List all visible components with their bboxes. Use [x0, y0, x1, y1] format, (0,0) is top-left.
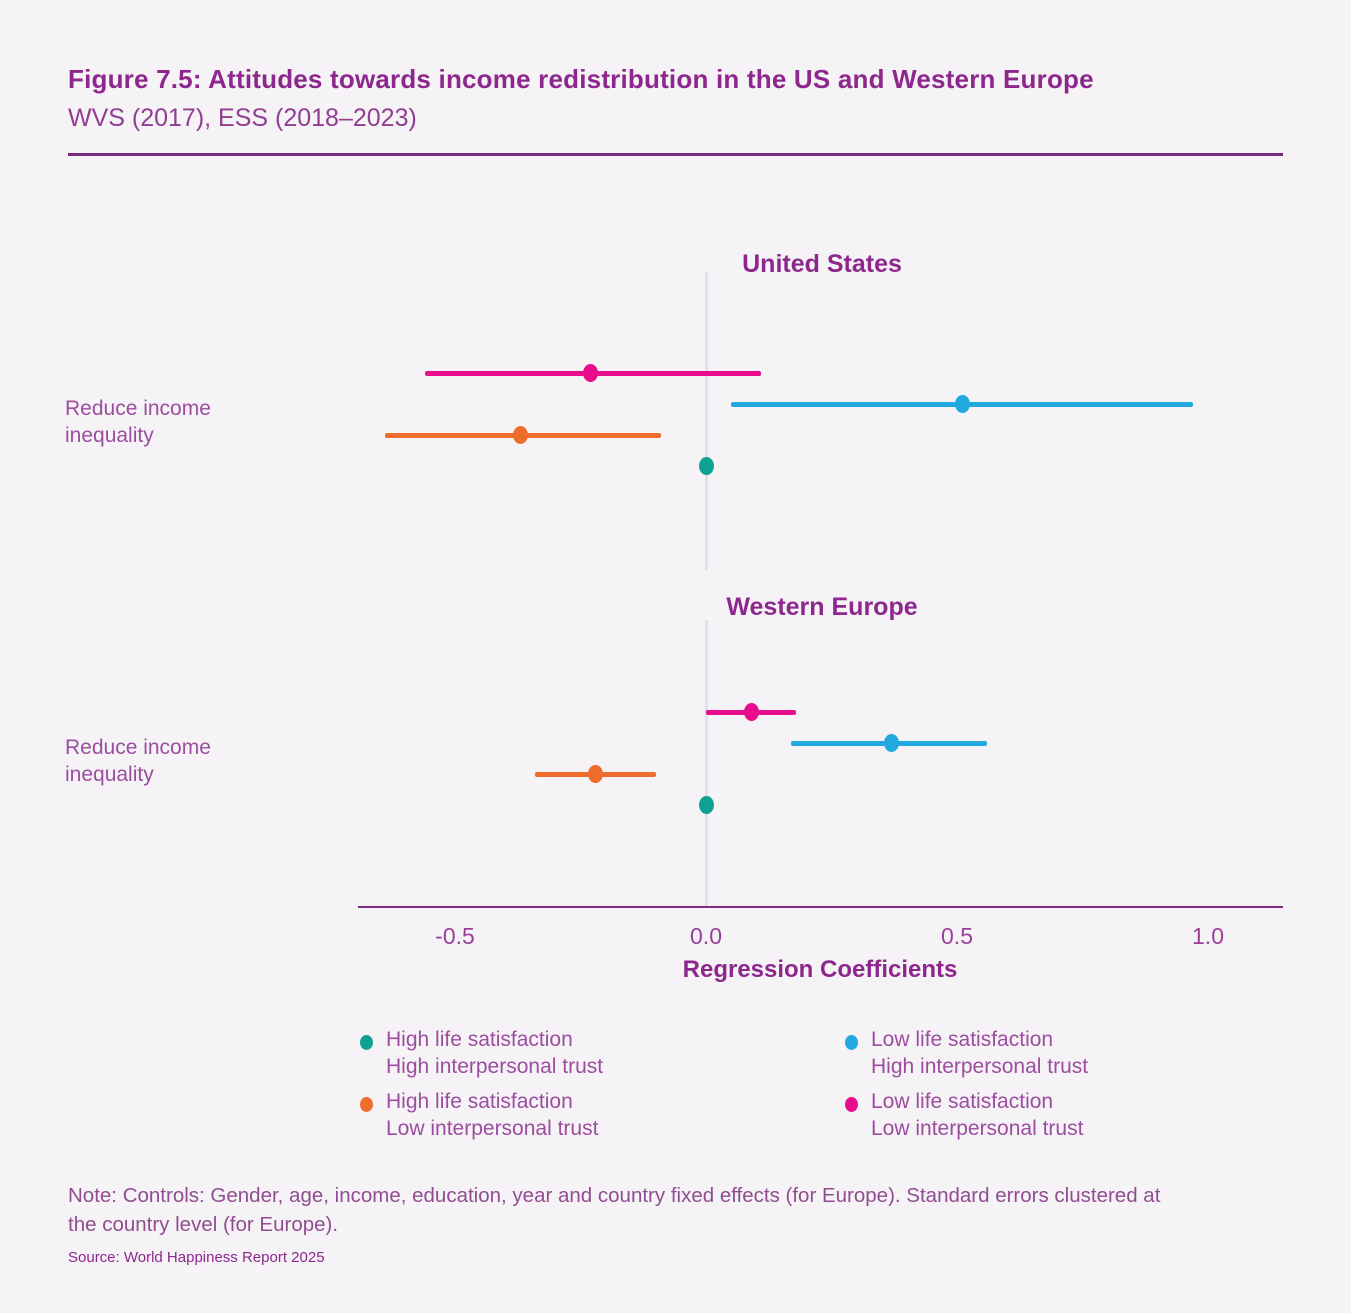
header-divider: [68, 153, 1283, 156]
panel-title-united-states: United States: [742, 250, 902, 278]
legend-label-line2: Low interpersonal trust: [871, 1116, 1084, 1140]
legend-label-line1: Low life satisfaction: [871, 1028, 1054, 1051]
x-axis-title: Regression Coefficients: [682, 956, 958, 983]
legend-label: High life satisfaction High interpersonal…: [386, 1027, 780, 1080]
x-tick-label: 0.0: [690, 923, 722, 949]
legend-item-pink: Low life satisfaction Low interpersonal t…: [845, 1089, 1265, 1142]
legend-label-line2: High interpersonal trust: [386, 1054, 604, 1078]
x-axis-line: [358, 906, 1283, 908]
legend-marker-blue-icon: [845, 1035, 858, 1050]
legend-marker-teal-icon: [360, 1035, 373, 1050]
point-estimate-united-states-pink: [583, 364, 599, 382]
point-estimate-united-states-teal: [698, 457, 714, 475]
category-label-united-states: Reduce income inequality: [65, 395, 305, 449]
source-text: Source: World Happiness Report 2025: [68, 1249, 325, 1266]
x-tick-label: 1.0: [1192, 923, 1224, 949]
legend-marker-pink-icon: [845, 1097, 858, 1112]
legend-label-line2: Low interpersonal trust: [386, 1116, 599, 1140]
figure-subtitle: WVS (2017), ESS (2018–2023): [68, 104, 417, 132]
category-label-line: Reduce income: [65, 736, 211, 759]
legend-label: High life satisfaction Low interpersonal …: [386, 1089, 780, 1142]
legend-label: Low life satisfaction Low interpersonal t…: [871, 1089, 1265, 1142]
legend-label-line1: High life satisfaction: [386, 1090, 573, 1113]
legend-label-line2: High interpersonal trust: [871, 1054, 1089, 1078]
legend-label-line1: High life satisfaction: [386, 1028, 573, 1051]
point-estimate-western-europe-blue: [884, 734, 900, 752]
category-label-line: Reduce income: [65, 397, 211, 420]
legend-item-orange: High life satisfaction Low interpersonal …: [360, 1089, 780, 1142]
zero-reference-line-united-states: [704, 272, 708, 570]
panel-title-western-europe: Western Europe: [726, 593, 918, 621]
legend-label-line1: Low life satisfaction: [871, 1090, 1054, 1113]
point-estimate-united-states-orange: [512, 426, 528, 444]
legend-item-teal: High life satisfaction High interpersonal…: [360, 1027, 780, 1080]
zero-reference-line-western-europe: [704, 620, 708, 906]
point-estimate-western-europe-teal: [698, 796, 714, 814]
category-label-line: inequality: [65, 763, 154, 786]
category-label-western-europe: Reduce income inequality: [65, 734, 305, 788]
legend-label: Low life satisfaction High interpersonal …: [871, 1027, 1265, 1080]
point-estimate-united-states-blue: [954, 395, 970, 413]
figure-title: Figure 7.5: Attitudes towards income red…: [68, 64, 1094, 94]
note-text: Note: Controls: Gender, age, income, edu…: [68, 1184, 1161, 1236]
category-label-line: inequality: [65, 424, 154, 447]
x-tick-label: 0.5: [941, 923, 973, 949]
point-estimate-western-europe-orange: [588, 765, 604, 783]
x-tick-label: -0.5: [435, 923, 475, 949]
point-estimate-western-europe-pink: [743, 703, 759, 721]
legend-item-blue: Low life satisfaction High interpersonal …: [845, 1027, 1265, 1080]
legend-marker-orange-icon: [360, 1097, 373, 1112]
